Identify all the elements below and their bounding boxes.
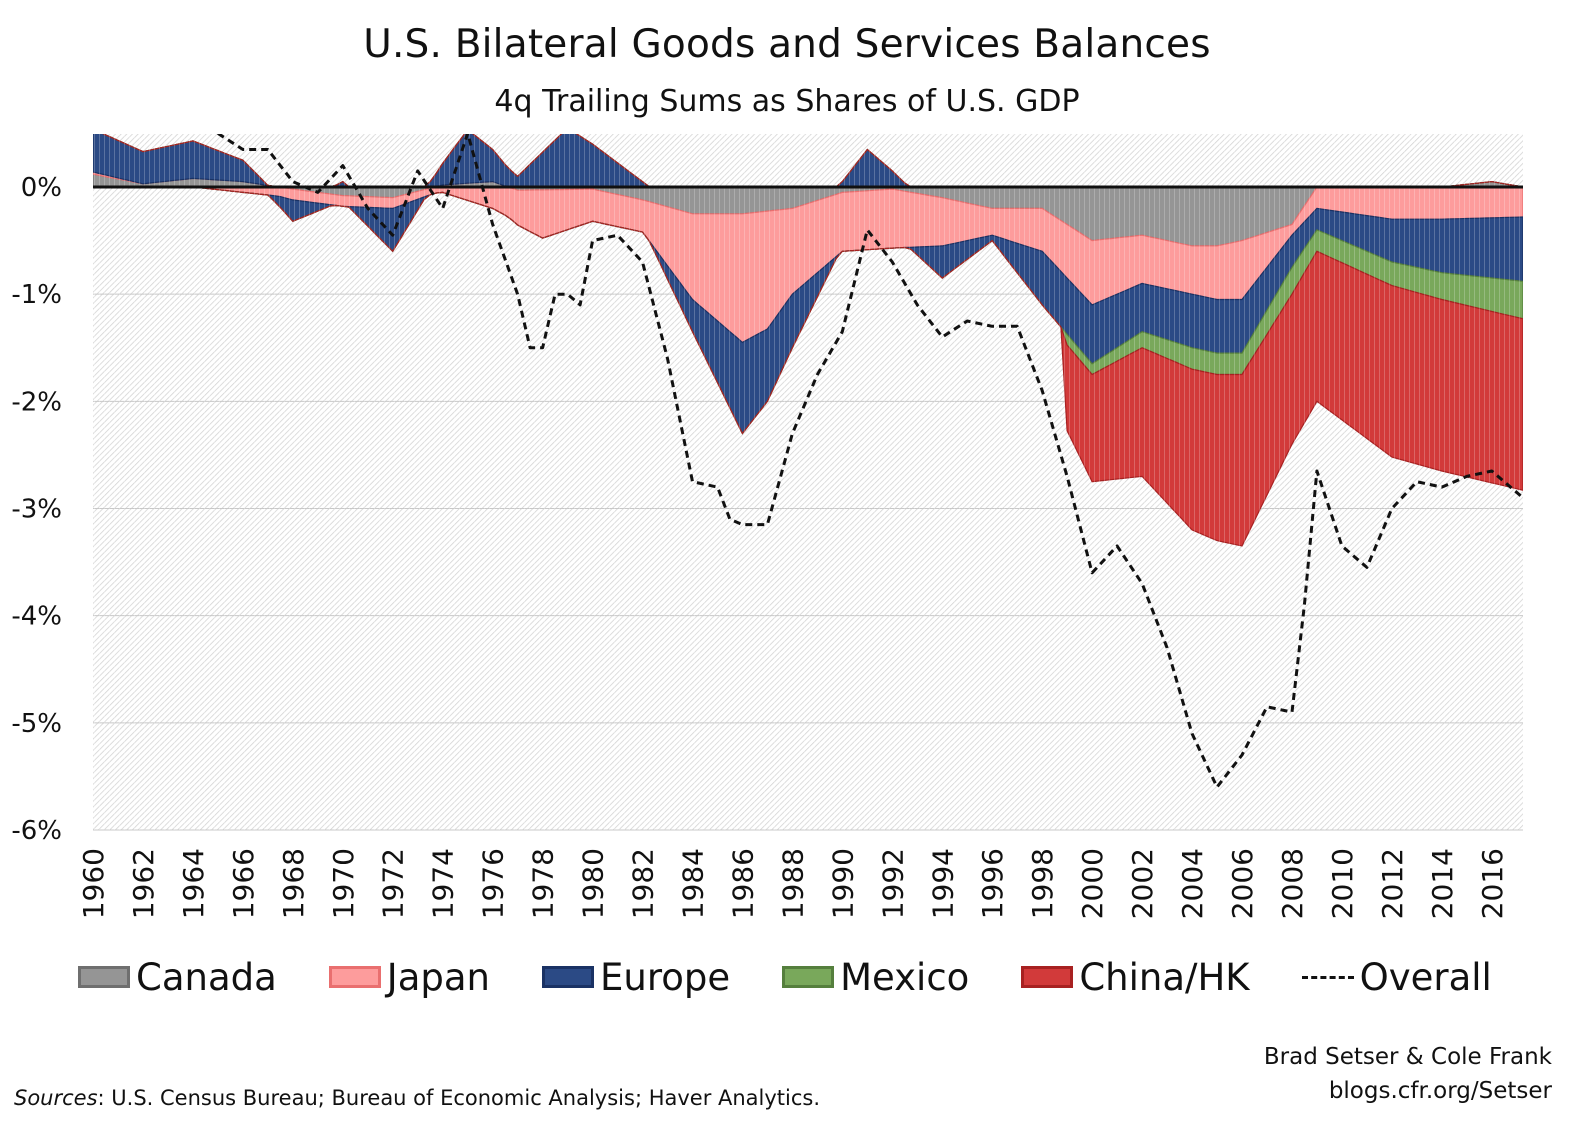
legend-label-europe: Europe [600,955,731,999]
chart-title: U.S. Bilateral Goods and Services Balanc… [363,22,1211,67]
x-tick-label: 1996 [976,848,1009,919]
legend-swatch-china [1021,966,1074,988]
legend-item-overall: Overall [1301,955,1492,999]
overall-line [217,134,1523,789]
legend: Canada Japan Europe Mexico China/HK Over… [78,952,1492,1002]
x-tick-label: 2016 [1476,848,1509,919]
x-tick-label: 1970 [327,848,360,919]
x-tick-label: 1994 [926,848,959,919]
column-texture [93,134,1523,830]
x-tick-label: 2010 [1326,848,1359,919]
x-tick-label: 1980 [577,848,610,919]
x-tick-label: 2000 [1076,848,1109,919]
legend-item-mexico: Mexico [782,956,969,999]
x-tick-label: 1992 [876,848,909,919]
x-tick-label: 1966 [227,848,260,919]
y-tick-label: -5% [11,709,62,739]
legend-item-china: China/HK [1021,955,1250,999]
sources-label: Sources [14,1086,98,1110]
x-tick-label: 2008 [1276,848,1309,919]
x-tick-label: 1984 [676,848,709,919]
y-tick-label: -1% [11,280,62,310]
x-tick-label: 2004 [1176,848,1209,919]
x-tick-label: 2002 [1126,848,1159,919]
x-tick-label: 1962 [127,848,160,919]
plot-area: 0%-1%-2%-3%-4%-5%-6% 1960 1962 1964 1966 196… [11,134,1523,919]
chart-subtitle: 4q Trailing Sums as Shares of U.S. GDP [494,84,1080,119]
overall-series-line [217,134,1523,789]
x-tick-label: 1968 [277,848,310,919]
credit-authors: Brad Setser & Cole Frank [1263,1044,1552,1070]
x-tick-label: 1986 [726,848,759,919]
x-tick-label: 1988 [776,848,809,919]
legend-swatch-europe [542,966,594,988]
x-tick-label: 1974 [427,848,460,919]
x-tick-label: 1982 [627,848,660,919]
x-tick-label: 2014 [1426,848,1459,919]
legend-label-japan: Japan [386,955,490,999]
x-axis-ticks: 1960 1962 1964 1966 1968 1970 1972 1974 1976 1978… [77,848,1509,919]
legend-item-canada: Canada [78,956,277,999]
x-tick-label: 1990 [826,848,859,919]
legend-swatch-canada [78,966,130,988]
legend-swatch-overall [1301,975,1354,979]
legend-label-mexico: Mexico [840,955,970,999]
x-tick-label: 1976 [477,848,510,919]
legend-swatch-japan [328,966,381,988]
x-tick-label: 2012 [1376,848,1409,919]
x-tick-label: 1978 [527,848,560,919]
x-tick-label: 1960 [77,848,110,919]
sources-text: : U.S. Census Bureau; Bureau of Economic… [97,1086,821,1110]
sources-note: Sources: U.S. Census Bureau; Bureau of E… [14,1086,820,1110]
y-tick-label: -2% [11,387,62,417]
x-tick-label: 1964 [177,848,210,919]
legend-swatch-mexico [782,966,835,988]
legend-label-china: China/HK [1079,955,1250,999]
y-tick-label: -4% [11,602,62,632]
credit-site: blogs.cfr.org/Setser [1328,1078,1552,1104]
y-tick-label: -3% [11,495,62,525]
x-tick-label: 1998 [1026,848,1059,919]
x-tick-label: 2006 [1226,848,1259,919]
y-tick-label: 0% [21,173,62,203]
legend-item-japan: Japan [328,955,490,999]
legend-item-europe: Europe [542,956,730,999]
y-tick-label: -6% [11,816,62,846]
credit: Brad Setser & Cole Frank blogs.cfr.org/S… [1264,1040,1552,1108]
x-tick-label: 1972 [377,848,410,919]
legend-label-canada: Canada [136,955,277,999]
legend-label-overall: Overall [1359,955,1492,999]
y-axis-ticks: 0% -1% -2% -3% -4% -5% -6% [11,173,62,846]
